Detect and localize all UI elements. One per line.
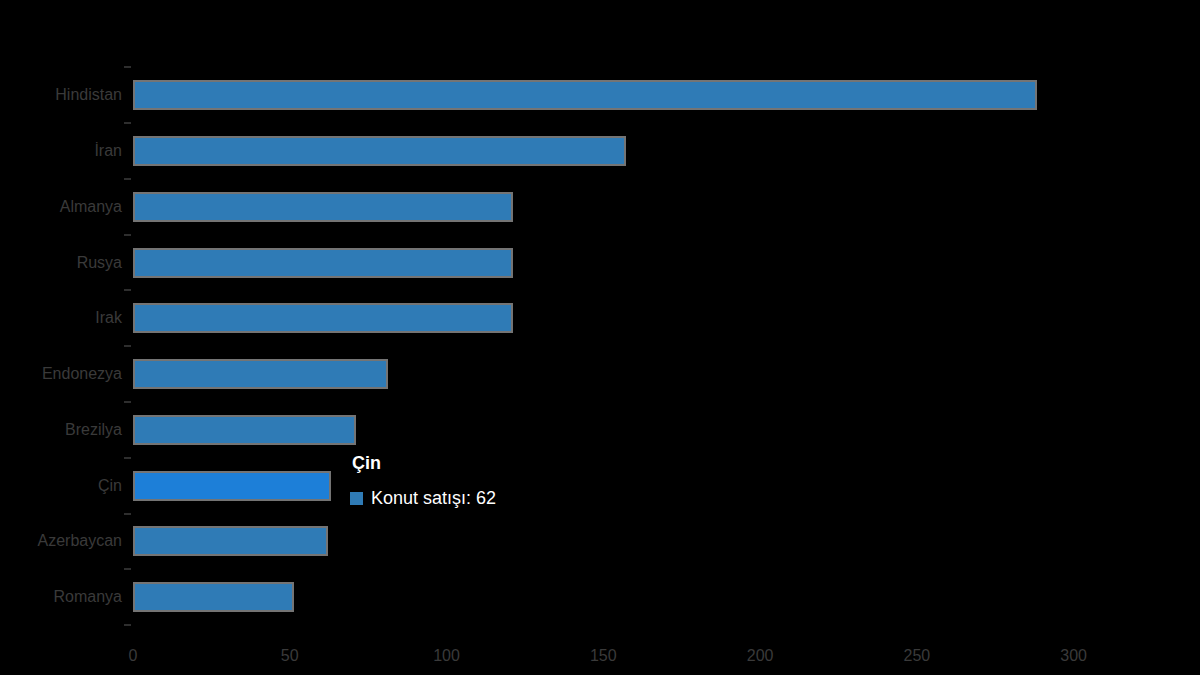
category-label: Irak [0,303,122,333]
category-label: Çin [0,471,122,501]
bar[interactable] [133,248,513,278]
x-axis-tick-label: 150 [590,647,617,665]
y-axis-tick [124,624,131,626]
bar[interactable] [133,582,294,612]
bar[interactable] [133,192,513,222]
y-axis-tick [124,234,131,236]
x-axis-tick-label: 200 [747,647,774,665]
tooltip-title: Çin [352,453,496,474]
category-label: Endonezya [0,359,122,389]
bar[interactable] [133,303,513,333]
category-label: Almanya [0,192,122,222]
y-axis-tick [124,178,131,180]
y-axis-tick [124,513,131,515]
bar[interactable] [133,359,388,389]
bar[interactable] [133,136,626,166]
x-axis-tick-label: 100 [433,647,460,665]
y-axis-tick [124,457,131,459]
y-axis-tick [124,289,131,291]
x-axis-tick-label: 0 [129,647,138,665]
category-label: Hindistan [0,80,122,110]
x-axis-tick-label: 250 [904,647,931,665]
bar[interactable] [133,526,328,556]
category-label: Rusya [0,248,122,278]
x-axis-tick-label: 300 [1060,647,1087,665]
tooltip: Çin Konut satışı: 62 [350,453,496,509]
category-label: Azerbaycan [0,526,122,556]
bar[interactable] [133,80,1037,110]
y-axis-tick [124,401,131,403]
bar[interactable] [133,415,356,445]
y-axis-tick [124,345,131,347]
category-label: Brezilya [0,415,122,445]
x-axis-tick-label: 50 [281,647,299,665]
bar-chart: Hindistan İran Almanya Rusya Irak Endonezya Br… [0,0,1200,675]
series-marker-icon [350,492,363,505]
y-axis-tick [124,122,131,124]
category-label: Romanya [0,582,122,612]
y-axis-tick [124,66,131,68]
y-axis-tick [124,568,131,570]
bar[interactable] [133,471,331,501]
category-label: İran [0,136,122,166]
tooltip-value-text: Konut satışı: 62 [371,488,496,509]
